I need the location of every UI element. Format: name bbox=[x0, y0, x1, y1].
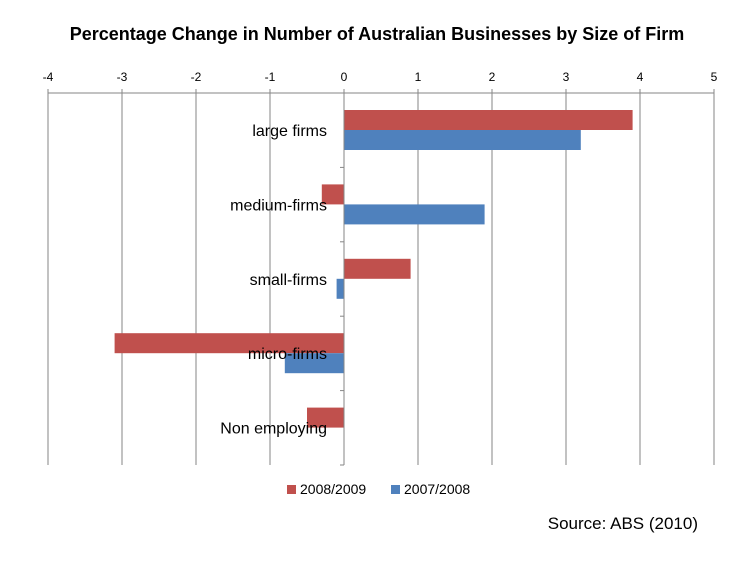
x-tick-label: -2 bbox=[191, 70, 202, 84]
bar bbox=[307, 407, 344, 428]
source-note: Source: ABS (2010) bbox=[547, 514, 698, 533]
axes: -4 -3 -2 -1 0 1 2 3 4 5 bbox=[43, 70, 718, 466]
bar bbox=[344, 110, 633, 130]
category-label: medium-firms bbox=[230, 197, 327, 214]
bar bbox=[336, 278, 344, 299]
chart-title: Percentage Change in Number of Australia… bbox=[69, 24, 685, 44]
x-tick-label: 2 bbox=[489, 70, 496, 84]
x-tick-label: 0 bbox=[341, 70, 348, 84]
x-tick-label: -3 bbox=[117, 70, 128, 84]
x-tick-label: 4 bbox=[637, 70, 644, 84]
bar bbox=[284, 353, 344, 374]
legend: 2008/2009 2007/2008 bbox=[287, 481, 470, 497]
legend-swatch bbox=[287, 485, 296, 494]
category-label: large firms bbox=[252, 123, 327, 140]
bar bbox=[344, 258, 411, 279]
bars bbox=[114, 110, 633, 428]
category-label: micro-firms bbox=[248, 346, 327, 363]
legend-label: 2008/2009 bbox=[300, 481, 366, 497]
x-tick-label: 3 bbox=[563, 70, 570, 84]
x-tick-label: -4 bbox=[43, 70, 54, 84]
legend-swatch bbox=[391, 485, 400, 494]
bar bbox=[344, 130, 581, 150]
x-tick-label: 5 bbox=[711, 70, 718, 84]
category-labels: large firms medium-firms small-firms micro-… bbox=[220, 123, 327, 438]
bar bbox=[114, 333, 344, 354]
bar bbox=[344, 204, 485, 225]
legend-label: 2007/2008 bbox=[404, 481, 470, 497]
category-label: Non employing bbox=[220, 421, 327, 438]
bar bbox=[321, 184, 344, 205]
x-tick-label: 1 bbox=[415, 70, 422, 84]
category-label: small-firms bbox=[250, 272, 327, 289]
x-tick-label: -1 bbox=[265, 70, 276, 84]
